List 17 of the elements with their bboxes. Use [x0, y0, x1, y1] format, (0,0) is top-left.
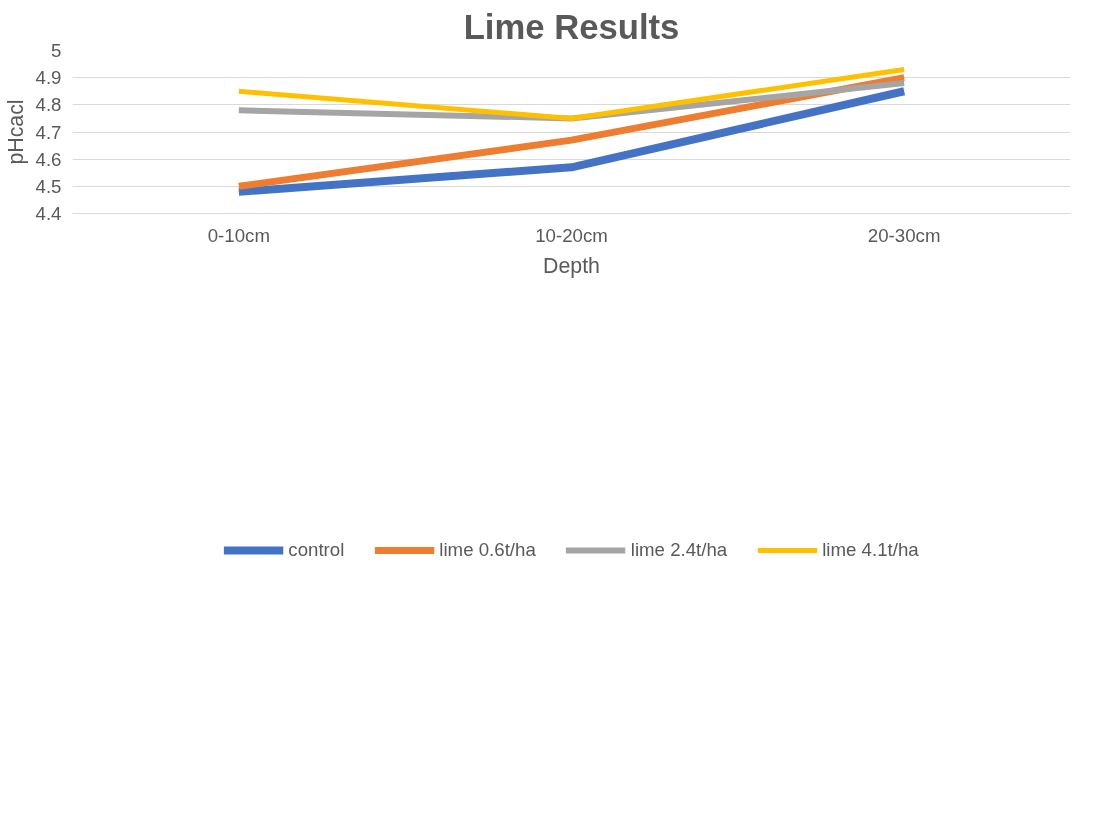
legend-label: lime 4.1t/ha: [822, 539, 919, 561]
y-tick-label: 4.6: [35, 148, 62, 170]
x-axis-title: Depth: [543, 253, 600, 278]
y-tick-label: 5: [51, 40, 62, 61]
legend-label: lime 0.6t/ha: [439, 539, 536, 561]
x-tick-label: 10-20cm: [535, 224, 608, 246]
y-axis-title: pHcacl: [3, 99, 28, 165]
legend-label: control: [288, 539, 345, 561]
y-tick-label: 4.7: [35, 121, 62, 143]
y-tick-label: 4.5: [35, 175, 62, 197]
legend-label: lime 2.4t/ha: [630, 539, 728, 561]
y-tick-label: 4.9: [35, 67, 62, 89]
y-tick-label: 4.8: [35, 94, 62, 116]
y-tick-label: 4.4: [35, 203, 62, 224]
chart-title: Lime Results: [463, 7, 680, 46]
x-tick-label: 0-10cm: [207, 224, 270, 246]
x-tick-label: 20-30cm: [867, 224, 941, 246]
